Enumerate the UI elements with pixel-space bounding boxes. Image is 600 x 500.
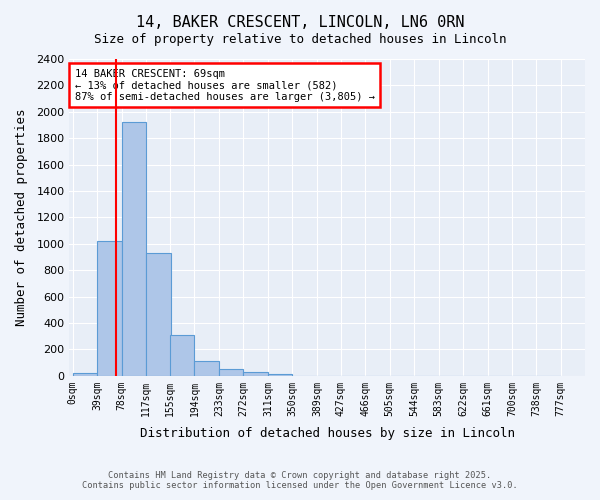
Bar bbox=[170, 335, 194, 376]
Bar bbox=[73, 373, 97, 376]
Bar bbox=[268, 374, 292, 376]
Bar bbox=[97, 241, 122, 376]
Bar bbox=[122, 122, 146, 376]
Text: Size of property relative to detached houses in Lincoln: Size of property relative to detached ho… bbox=[94, 32, 506, 46]
Bar bbox=[146, 253, 170, 376]
Bar bbox=[244, 372, 268, 376]
Y-axis label: Number of detached properties: Number of detached properties bbox=[15, 108, 28, 326]
Text: 14 BAKER CRESCENT: 69sqm
← 13% of detached houses are smaller (582)
87% of semi-: 14 BAKER CRESCENT: 69sqm ← 13% of detach… bbox=[74, 68, 374, 102]
X-axis label: Distribution of detached houses by size in Lincoln: Distribution of detached houses by size … bbox=[140, 427, 515, 440]
Text: 14, BAKER CRESCENT, LINCOLN, LN6 0RN: 14, BAKER CRESCENT, LINCOLN, LN6 0RN bbox=[136, 15, 464, 30]
Bar bbox=[219, 368, 244, 376]
Bar bbox=[194, 362, 219, 376]
Text: Contains HM Land Registry data © Crown copyright and database right 2025.
Contai: Contains HM Land Registry data © Crown c… bbox=[82, 470, 518, 490]
